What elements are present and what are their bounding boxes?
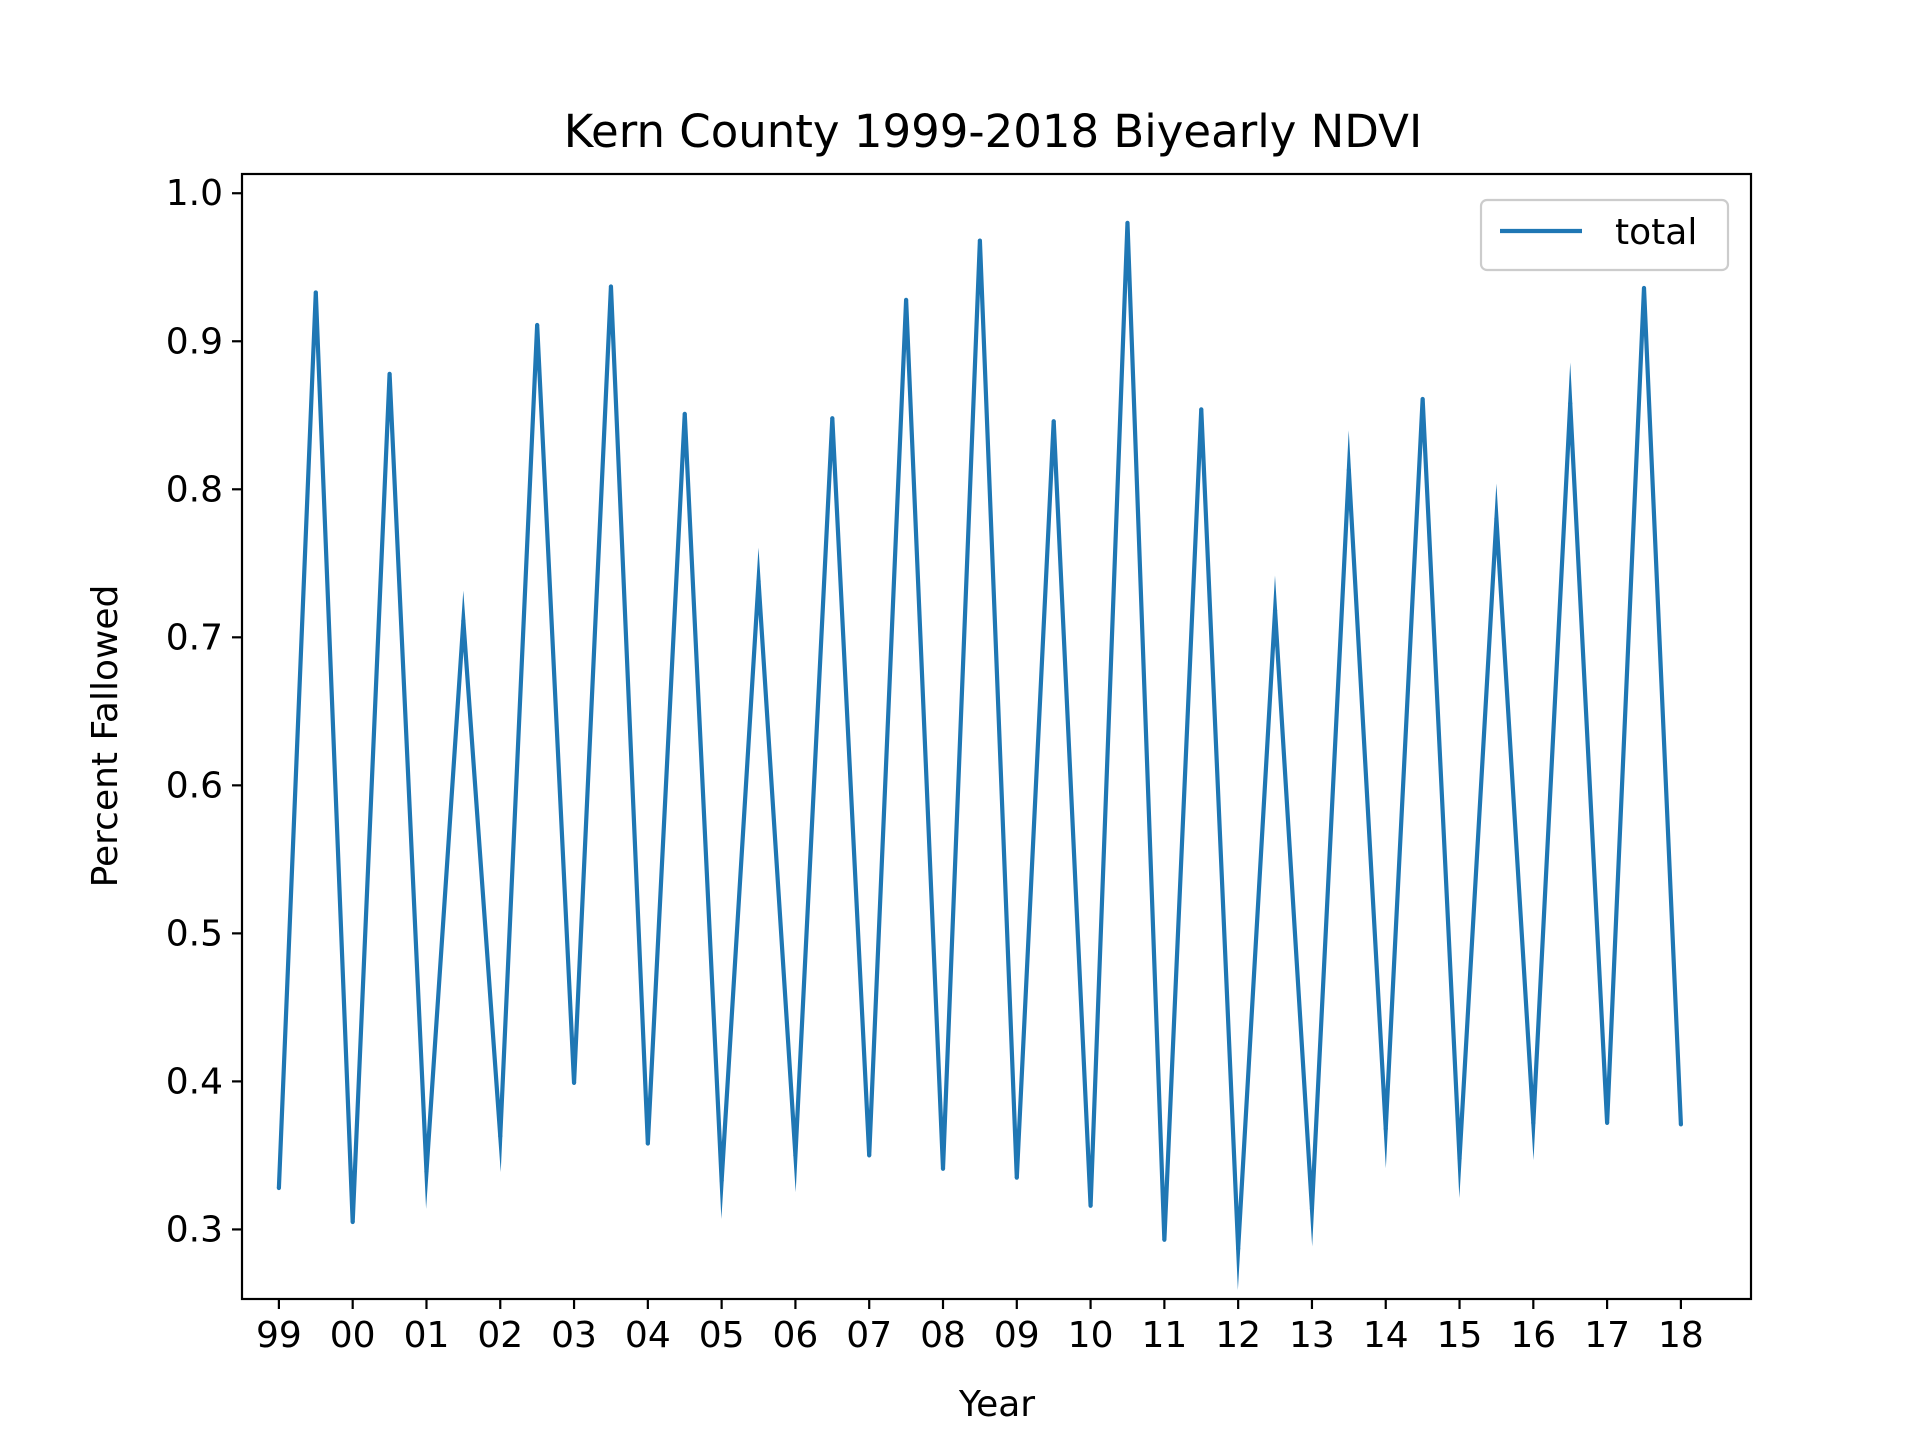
data-point [1383,1126,1388,1131]
x-tick-label: 06 [773,1315,819,1356]
legend-box [1479,198,1730,272]
y-tick-label: 0.8 [166,469,223,510]
x-tick-label: 11 [1141,1315,1187,1356]
x-tick-label: 18 [1658,1315,1704,1356]
data-point [608,284,614,289]
data-point [461,618,466,624]
data-point [387,371,392,376]
y-tick-label: 0.4 [166,1061,223,1102]
data-point [756,578,761,584]
x-tick-label: 05 [699,1315,745,1356]
data-point [830,416,835,421]
data-point [1494,516,1499,522]
x-axis: 99 00 01 02 03 04 05 06 07 08 09 10 11 12 13 14 15 16 17 18 [256,1299,1704,1356]
data-point [1309,1206,1315,1211]
data-point [1346,467,1351,473]
y-tick-label: 1.0 [166,173,223,214]
x-tick-label: 04 [625,1315,671,1356]
x-tick-label: 16 [1510,1315,1556,1356]
data-point [1568,401,1573,406]
legend-label-total: total [1615,212,1697,253]
y-tick-label: 0.6 [166,765,223,806]
data-point [1162,1237,1167,1242]
data-point [719,1178,724,1183]
x-tick-label: 09 [994,1315,1040,1356]
series-points [276,220,1683,1251]
data-point [1678,1122,1683,1127]
data-point [1088,1203,1093,1208]
x-tick-label: 08 [920,1315,966,1356]
legend: total [1479,198,1730,272]
x-tick-label: 03 [551,1315,597,1356]
x-tick-label: 17 [1584,1315,1630,1356]
data-point [940,1166,946,1171]
y-tick-label: 0.9 [166,321,223,362]
data-point [535,322,540,328]
x-tick-label: 00 [330,1315,376,1356]
data-point [1605,1120,1610,1125]
data-point [867,1153,872,1158]
data-point [424,1169,429,1174]
data-point [1199,407,1204,412]
plot-frame [240,172,1753,1301]
data-point [1236,1246,1241,1251]
y-tick-label: 0.7 [166,617,223,658]
x-tick-label: 01 [404,1315,450,1356]
data-point [313,290,318,295]
y-axis: 0.3 0.4 0.5 0.6 0.7 0.8 0.9 1.0 [166,173,242,1250]
x-tick-label: 12 [1215,1315,1261,1356]
y-tick-label: 0.3 [166,1209,223,1250]
data-point [682,411,687,416]
data-point [1641,285,1647,291]
data-point [904,297,909,302]
x-tick-label: 99 [256,1315,302,1356]
data-point [1457,1156,1462,1161]
x-tick-label: 02 [477,1315,523,1356]
x-axis-label: Year [958,1384,1035,1425]
data-point [498,1134,503,1139]
x-tick-label: 14 [1363,1315,1409,1356]
data-point [1272,608,1278,613]
y-axis-label: Percent Fallowed [85,585,126,888]
data-point [1125,220,1130,225]
data-point [350,1219,355,1225]
x-tick-label: 07 [846,1315,892,1356]
x-tick-label: 10 [1068,1315,1114,1356]
data-point [571,1080,577,1085]
data-point [793,1153,798,1158]
data-point [276,1185,281,1191]
x-tick-label: 13 [1289,1315,1335,1356]
y-tick-label: 0.5 [166,913,223,954]
data-point [1014,1175,1019,1180]
data-point [977,238,983,243]
data-point [645,1141,650,1146]
data-point [1051,419,1056,424]
chart-title: Kern County 1999-2018 Biyearly NDVI [564,105,1422,158]
data-point [1420,396,1425,402]
x-tick-label: 15 [1437,1315,1483,1356]
data-point [1531,1120,1536,1125]
